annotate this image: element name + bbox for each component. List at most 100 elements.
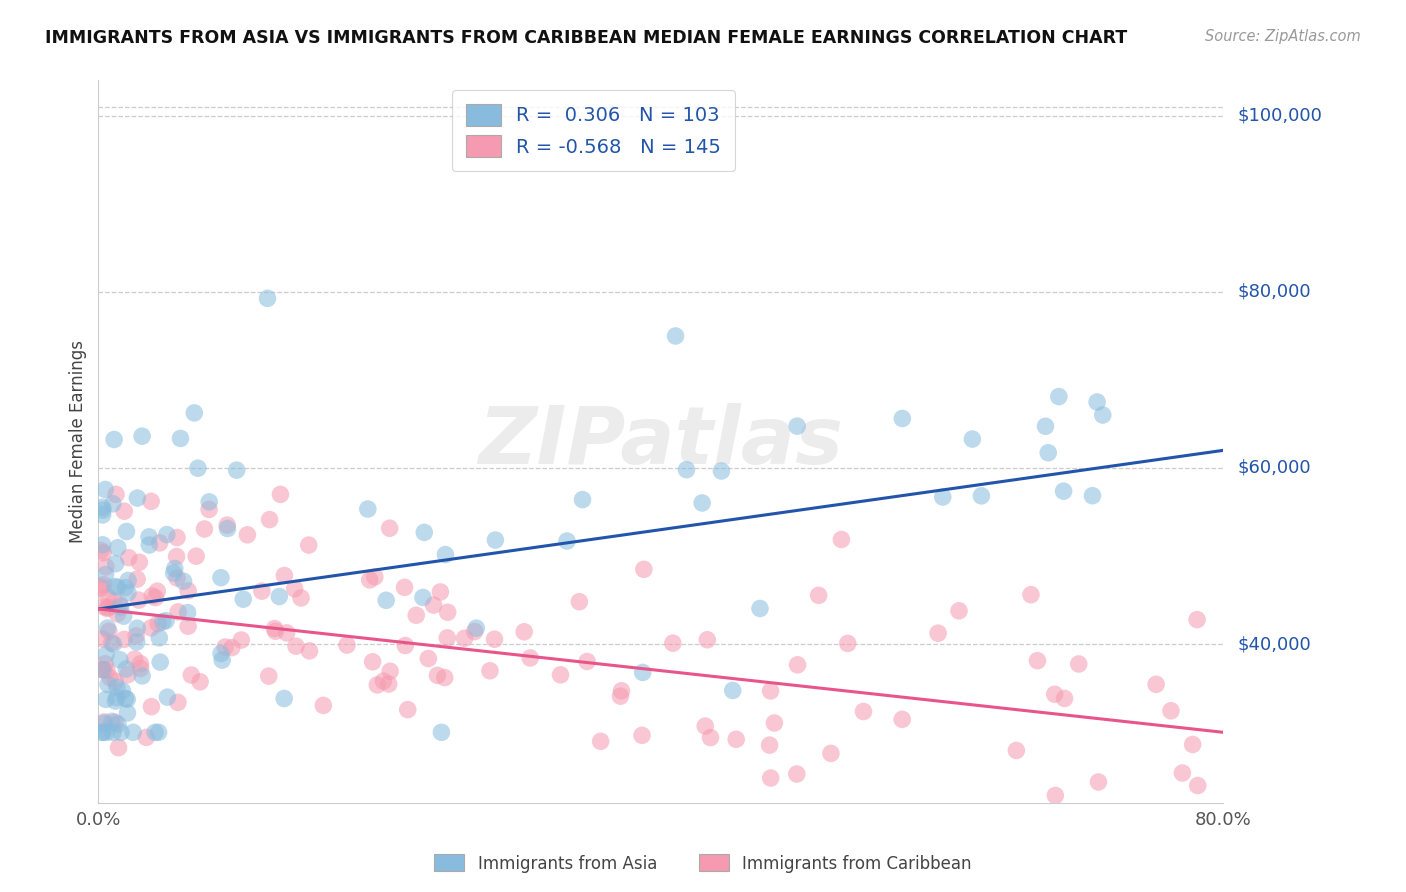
Point: [94, 567, 117, 582]
Point: [93, 714, 115, 729]
Point: [430, 725, 453, 739]
Point: [156, 527, 179, 541]
Point: [112, 504, 135, 518]
Point: [405, 608, 427, 623]
Point: [361, 655, 384, 669]
Point: [377, 677, 399, 691]
Text: $40,000: $40,000: [1237, 635, 1310, 653]
Point: [1005, 743, 1028, 757]
Point: [394, 639, 416, 653]
Point: [426, 668, 449, 682]
Point: [101, 714, 124, 729]
Point: [633, 562, 655, 576]
Point: [90, 580, 112, 594]
Point: [105, 607, 128, 621]
Point: [155, 614, 177, 628]
Point: [180, 668, 202, 682]
Point: [631, 665, 654, 680]
Point: [93, 716, 115, 731]
Point: [139, 621, 162, 635]
Point: [378, 665, 401, 679]
Point: [250, 584, 273, 599]
Point: [786, 767, 808, 781]
Point: [105, 680, 128, 694]
Point: [105, 580, 128, 594]
Point: [695, 719, 717, 733]
Point: [107, 717, 129, 731]
Point: [104, 580, 127, 594]
Point: [117, 692, 139, 706]
Point: [1185, 613, 1208, 627]
Point: [90, 582, 112, 596]
Point: [187, 461, 209, 475]
Point: [152, 615, 174, 629]
Point: [891, 411, 914, 425]
Point: [135, 731, 157, 745]
Point: [555, 534, 578, 549]
Point: [436, 631, 458, 645]
Point: [198, 502, 221, 516]
Point: [1085, 395, 1108, 409]
Point: [125, 629, 148, 643]
Point: [1038, 446, 1060, 460]
Legend: R =  0.306   N = 103, R = -0.568   N = 145: R = 0.306 N = 103, R = -0.568 N = 145: [451, 90, 735, 171]
Point: [1081, 489, 1104, 503]
Point: [167, 695, 190, 709]
Point: [97, 677, 120, 691]
Point: [97, 590, 120, 604]
Point: [173, 574, 195, 589]
Point: [696, 632, 718, 647]
Point: [107, 740, 129, 755]
Point: [93, 577, 115, 591]
Point: [290, 591, 312, 605]
Point: [91, 503, 114, 517]
Point: [589, 734, 612, 748]
Point: [186, 549, 208, 564]
Point: [436, 605, 458, 619]
Point: [94, 657, 117, 671]
Point: [434, 548, 457, 562]
Point: [141, 494, 163, 508]
Point: [138, 530, 160, 544]
Point: [105, 487, 128, 501]
Point: [145, 591, 167, 605]
Point: [285, 639, 308, 653]
Point: [418, 651, 440, 665]
Point: [198, 495, 221, 509]
Point: [177, 619, 200, 633]
Point: [183, 406, 205, 420]
Point: [114, 581, 136, 595]
Point: [103, 637, 125, 651]
Point: [91, 508, 114, 522]
Point: [465, 621, 488, 635]
Point: [96, 663, 118, 677]
Point: [156, 690, 179, 705]
Point: [138, 538, 160, 552]
Point: [484, 632, 506, 647]
Point: [609, 689, 631, 703]
Text: $100,000: $100,000: [1237, 106, 1322, 125]
Point: [453, 632, 475, 646]
Point: [108, 653, 131, 667]
Point: [177, 583, 200, 598]
Point: [312, 698, 335, 713]
Point: [131, 669, 153, 683]
Point: [786, 419, 808, 434]
Point: [112, 609, 135, 624]
Point: [433, 671, 456, 685]
Point: [127, 572, 149, 586]
Point: [217, 522, 239, 536]
Point: [394, 580, 416, 594]
Point: [1045, 789, 1067, 803]
Point: [948, 604, 970, 618]
Point: [298, 644, 321, 658]
Point: [284, 582, 307, 596]
Point: [664, 329, 686, 343]
Point: [758, 738, 780, 752]
Point: [148, 631, 170, 645]
Point: [96, 621, 118, 635]
Point: [143, 725, 166, 739]
Point: [1053, 691, 1076, 706]
Point: [1144, 677, 1167, 691]
Point: [571, 492, 593, 507]
